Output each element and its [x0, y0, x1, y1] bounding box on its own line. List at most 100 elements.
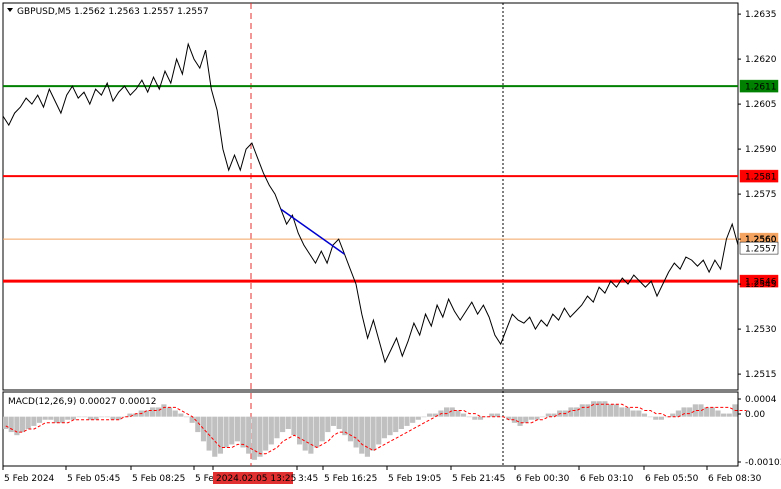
- macd-bar: [494, 413, 501, 417]
- macd-bar: [381, 416, 387, 439]
- macd-bar: [166, 407, 173, 417]
- macd-bar: [630, 410, 636, 417]
- macd-bar: [726, 413, 732, 417]
- macd-bar: [687, 407, 693, 417]
- macd-bar: [240, 416, 246, 448]
- macd-bar: [116, 416, 122, 420]
- macd-bar: [472, 416, 478, 420]
- macd-bar: [647, 416, 653, 418]
- macd-bar: [444, 407, 450, 417]
- macd-bar: [48, 416, 54, 420]
- macd-bar: [670, 413, 676, 417]
- dropdown-triangle-icon[interactable]: [7, 8, 13, 12]
- macd-bar: [523, 416, 529, 423]
- macd-bar: [53, 416, 60, 423]
- macd-bar: [574, 407, 580, 417]
- macd-bar: [268, 416, 274, 445]
- macd-bar: [133, 413, 139, 417]
- price-tick-label: 1.2575: [745, 190, 777, 200]
- macd-bar: [704, 407, 710, 417]
- macd-bar: [353, 416, 359, 448]
- macd-bar: [483, 416, 489, 418]
- price-line-group: [2, 42, 739, 364]
- macd-bar: [19, 416, 26, 433]
- chart-frame: [2, 2, 739, 467]
- macd-bar: [410, 416, 416, 423]
- macd-bar: [721, 413, 727, 417]
- time-tick-label: 5 Feb 08:25: [132, 474, 185, 484]
- macd-bar: [31, 416, 37, 426]
- macd-bar: [619, 407, 625, 417]
- panel-headers: GBPUSD,M5 1.2562 1.2563 1.2557 1.2557 MA…: [7, 7, 209, 407]
- macd-bar: [336, 416, 342, 429]
- macd-bar: [161, 404, 167, 417]
- macd-bar: [568, 407, 574, 417]
- macd-bar: [229, 416, 235, 445]
- macd-bar: [675, 410, 681, 417]
- time-tick-label: 5 Feb 19:05: [388, 474, 441, 484]
- macd-bar: [8, 416, 14, 433]
- macd-bar: [692, 404, 698, 417]
- macd-bar: [99, 416, 105, 418]
- macd-bar: [25, 416, 31, 429]
- macd-bar: [200, 416, 207, 442]
- macd-tick-label: -0.00103: [745, 458, 781, 468]
- price-tick-label: 1.2590: [745, 145, 777, 155]
- macd-bar: [342, 416, 348, 436]
- macd-bar: [585, 404, 591, 417]
- time-tick-label: 5 Feb 05:45: [67, 474, 120, 484]
- macd-bar: [195, 416, 201, 433]
- macd-bar: [172, 410, 178, 417]
- macd-bar: [325, 416, 331, 433]
- macd-bar: [709, 407, 715, 417]
- macd-bar: [285, 416, 291, 429]
- macd-bar: [511, 416, 517, 423]
- trend-segment: [280, 208, 345, 255]
- macd-bar: [421, 416, 427, 418]
- macd-bar: [466, 416, 472, 418]
- price-tick-label: 1.2605: [745, 100, 777, 110]
- time-tick-label: 6 Feb 00:30: [516, 474, 570, 484]
- macd-bar: [42, 416, 48, 420]
- macd-bar: [280, 416, 286, 433]
- macd-bar: [246, 416, 252, 454]
- level-tag-label: 1.2611: [745, 83, 777, 93]
- axes: 1.26351.26201.26051.25901.25751.25601.25…: [2, 10, 781, 484]
- time-tick-label: 5 Feb 16:25: [324, 474, 377, 484]
- macd-bar: [681, 407, 687, 417]
- time-tick-label: 5 Feb 2024: [4, 474, 55, 484]
- macd-bar: [104, 416, 110, 418]
- time-tick-label: 6 Feb 08:30: [708, 474, 762, 484]
- macd-bar: [404, 416, 410, 426]
- symbol-header: GBPUSD,M5 1.2562 1.2563 1.2557 1.2557: [17, 7, 209, 17]
- macd-header: MACD(12,26,9) 0.00027 0.00012: [8, 397, 157, 407]
- level-tag-label: 1.2557: [745, 245, 777, 255]
- macd-bar: [3, 416, 9, 429]
- macd-bar: [641, 413, 648, 417]
- macd-bar: [206, 416, 212, 451]
- macd-bar: [251, 416, 257, 460]
- macd-bar: [658, 416, 664, 420]
- macd-bar: [36, 416, 43, 423]
- crosshair-time-tag: [213, 472, 293, 484]
- macd-bar: [212, 416, 218, 457]
- macd-bar: [127, 413, 133, 417]
- macd-bar: [347, 416, 354, 442]
- macd-bar: [150, 407, 156, 417]
- macd-bar: [82, 416, 88, 418]
- macd-bar: [449, 407, 455, 417]
- macd-bar: [460, 413, 467, 417]
- macd-bar: [330, 416, 337, 426]
- time-tick-label: 6 Feb 05:50: [645, 474, 699, 484]
- macd-bar: [297, 416, 303, 445]
- level-tag: [739, 274, 779, 288]
- macd-bar: [596, 401, 602, 417]
- macd-bar: [313, 416, 320, 448]
- macd-bar: [189, 416, 195, 423]
- macd-bar: [715, 410, 721, 417]
- macd-bar: [607, 404, 614, 417]
- macd-bar: [393, 416, 399, 433]
